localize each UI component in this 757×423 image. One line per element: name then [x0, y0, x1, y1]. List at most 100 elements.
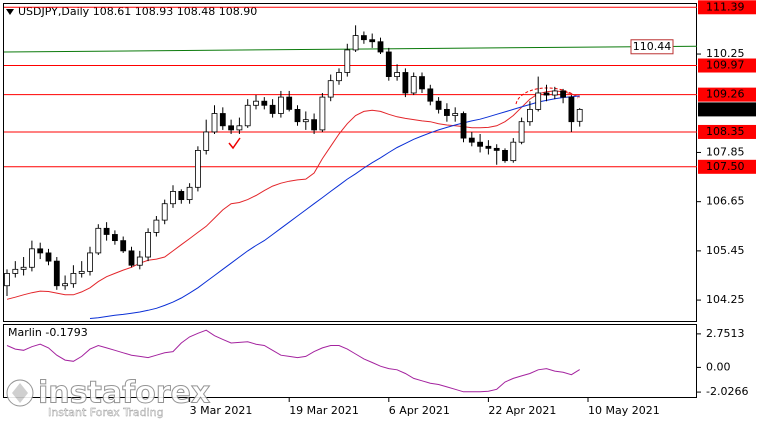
candle-body — [153, 219, 160, 233]
level-label: 109.26 — [706, 88, 745, 101]
candle-body — [128, 250, 135, 266]
header: USDJPY,Daily 108.61 108.93 108.48 108.90 — [18, 5, 257, 18]
candle-body — [120, 240, 127, 252]
level-label-box — [698, 0, 756, 15]
watermark-tagline: Instant Forex Trading — [48, 406, 164, 419]
candle-body — [37, 248, 44, 254]
watermark-brand: instaforex — [38, 376, 210, 411]
candle-body — [435, 100, 442, 110]
candle-body — [53, 260, 60, 287]
oscillator-name: Marlin — [8, 326, 42, 339]
candle-body — [203, 131, 210, 151]
moving-average — [6, 90, 580, 300]
y-tick-label: 106.65 — [706, 195, 745, 208]
level-label-box — [698, 124, 756, 139]
candle-body — [477, 141, 484, 147]
candle-body — [344, 49, 351, 73]
candle-body — [568, 96, 575, 123]
watermark: instaforex Instant Forex Trading — [6, 375, 211, 419]
candle-body — [45, 252, 52, 262]
candle-body — [286, 96, 293, 110]
candle-body — [576, 108, 583, 122]
candle-body — [402, 72, 409, 94]
candle-body — [394, 72, 401, 77]
x-tick-label: 3 Mar 2021 — [190, 404, 253, 417]
oscillator-tick-label: 2.7513 — [706, 327, 745, 340]
candle-body — [228, 125, 235, 131]
last-price-box — [698, 102, 756, 117]
header-open: 108.61 — [93, 5, 132, 18]
level-label-box — [698, 87, 756, 102]
candle-body — [410, 76, 417, 94]
y-tick-label: 104.25 — [706, 293, 745, 306]
candle-body — [178, 191, 185, 201]
candle-body — [62, 283, 68, 287]
candle-body — [427, 88, 434, 102]
candle-body — [352, 35, 359, 51]
candle-body — [211, 113, 218, 133]
candle-body — [87, 252, 93, 272]
header-low: 108.48 — [177, 5, 216, 18]
x-tick-label: 22 Apr 2021 — [488, 404, 556, 417]
candle-body — [535, 92, 542, 110]
candle-body — [12, 268, 19, 274]
last-price-label: 108.90 — [706, 102, 745, 115]
x-tick-label: 10 May 2021 — [588, 404, 660, 417]
level-label-box — [698, 159, 756, 174]
candle-body — [369, 39, 376, 43]
candle-body — [78, 270, 85, 274]
watermark-logo-mark — [12, 383, 28, 403]
candle-body — [302, 119, 309, 123]
x-tick-label: 6 Apr 2021 — [389, 404, 450, 417]
candle-body — [419, 76, 425, 90]
candle-body — [510, 141, 517, 162]
candle-body — [277, 96, 284, 114]
candle-body — [95, 227, 102, 254]
plot-layer: 110.25 107.85 106.65 105.45 104.25 110.44 111.… — [3, 0, 756, 417]
y-tick-label: 110.25 — [706, 47, 745, 60]
candle-body — [161, 203, 168, 221]
candle-body — [112, 234, 118, 242]
candle-body — [219, 113, 226, 127]
candle-body — [527, 108, 533, 123]
check-mark — [228, 137, 241, 150]
oscillator-line — [6, 329, 580, 393]
candle-body — [502, 150, 508, 162]
trend-line — [3, 45, 698, 53]
candle-body — [145, 232, 152, 258]
candle-body — [269, 104, 276, 114]
header-close: 108.90 — [219, 5, 258, 18]
symbol: USDJPY,Daily — [18, 5, 90, 18]
header-arrow — [6, 9, 14, 15]
candle-body — [294, 108, 301, 123]
y-tick-label: 105.45 — [706, 244, 745, 257]
level-label: 109.97 — [706, 59, 745, 72]
header-high: 108.93 — [135, 5, 174, 18]
level-label: 111.39 — [706, 0, 745, 13]
candle-body — [336, 72, 342, 82]
candle-body — [194, 150, 201, 188]
oscillator-label: Marlin -0.1793 — [8, 326, 88, 339]
oscillator-pane — [3, 324, 697, 398]
candle-body — [560, 90, 566, 98]
candle-body — [360, 35, 367, 41]
candle-body — [385, 51, 392, 77]
candle-body — [452, 113, 459, 116]
trend-line-label-box — [630, 39, 674, 55]
oscillator-tick-label: 0.00 — [706, 360, 731, 373]
candle-body — [136, 256, 143, 266]
candle-body — [443, 108, 450, 116]
moving-average — [89, 95, 580, 319]
candle-body — [253, 100, 259, 106]
level-label: 107.50 — [706, 160, 745, 173]
candle-body — [244, 104, 251, 127]
candle-body — [236, 125, 243, 131]
main-pane — [3, 3, 697, 322]
candle-body — [493, 147, 500, 151]
candle-body — [103, 227, 110, 235]
candle-body — [485, 145, 492, 149]
candle-body — [70, 273, 77, 285]
level-label-box — [698, 58, 756, 73]
